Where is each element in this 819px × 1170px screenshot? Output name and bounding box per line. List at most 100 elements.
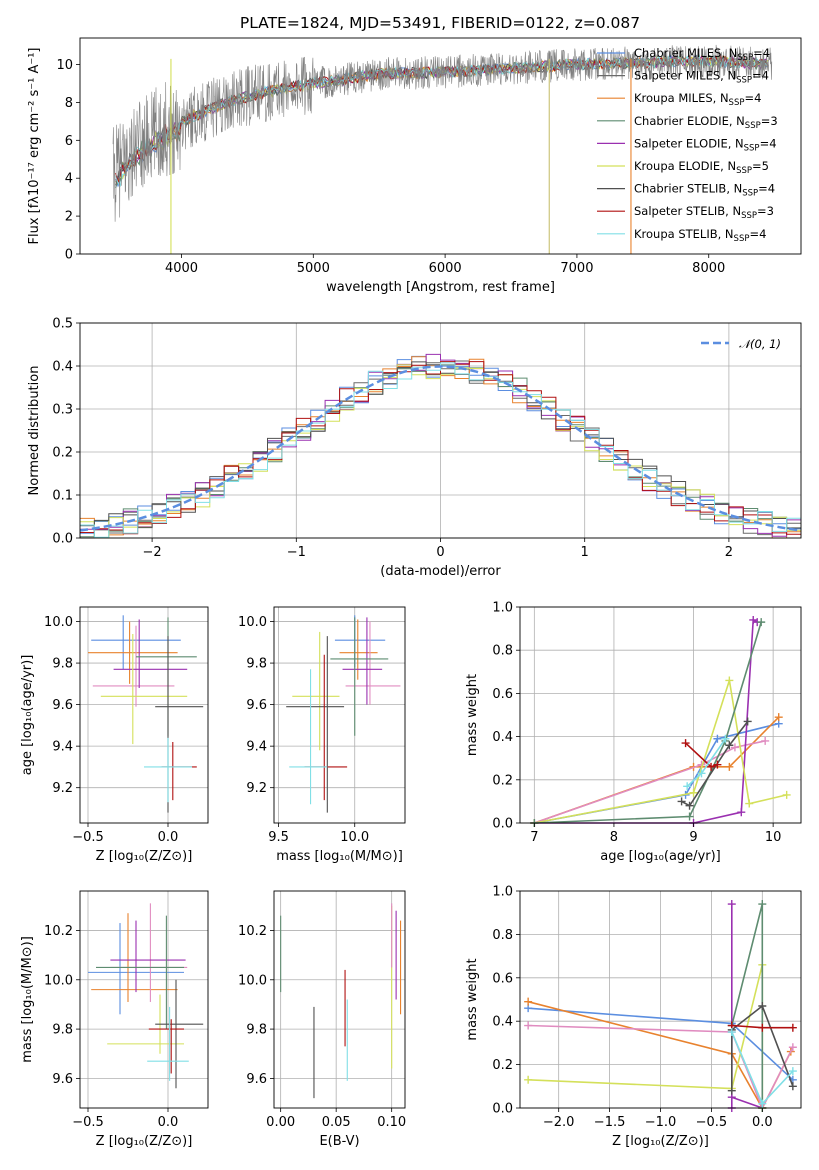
age-vs-mass-ytick-label: 9.6 <box>246 698 267 713</box>
massweight-vs-age-axes-frame <box>519 606 802 824</box>
age-vs-Z-ytick-label: 10.0 <box>44 615 73 630</box>
massweight-vs-Z-ylabel: mass weight <box>465 958 480 1040</box>
massweight-vs-age-xtick-label: 10 <box>765 830 782 845</box>
massweight-vs-Z-series-line-2 <box>528 1024 794 1110</box>
age-vs-Z-ytick-label: 9.4 <box>52 740 73 755</box>
residuals-xlabel: (data-model)/error <box>380 564 501 579</box>
spectrum-axes-frame <box>79 37 802 255</box>
age-vs-Z-ytick-label: 9.2 <box>52 781 73 796</box>
massweight-vs-Z-series-marker-7 <box>758 1023 767 1032</box>
mass-vs-Z-ytick-label: 9.6 <box>52 1072 73 1087</box>
age-vs-Z-xtick-label: 0.0 <box>158 830 179 845</box>
massweight-vs-age-ytick-label: 0.0 <box>492 817 513 832</box>
mass-vs-Z-xtick-label: −0.5 <box>72 1115 104 1130</box>
massweight-vs-Z-series-line-3 <box>731 904 763 1109</box>
massweight-vs-Z-series-line-6 <box>731 1004 794 1091</box>
mass-vs-Z-xtick-label: 0.0 <box>158 1115 179 1130</box>
mass-vs-Z-ylabel: mass [log₁₀(M/M⊙)] <box>20 936 35 1063</box>
residuals-ytick-label: 0.0 <box>52 532 73 547</box>
spectrum-xtick-label: 4000 <box>165 261 198 276</box>
spectrum-data-line <box>112 44 773 222</box>
mass-vs-ebv-ytick-label: 9.8 <box>246 1023 267 1038</box>
massweight-vs-Z-xtick-label: −0.5 <box>696 1115 728 1130</box>
massweight-vs-Z-xtick-label: 0.0 <box>752 1115 773 1130</box>
massweight-vs-age-series-marker-3 <box>737 808 746 817</box>
massweight-vs-age-series-marker-8 <box>683 782 692 791</box>
massweight-vs-Z-ytick-label: 0.0 <box>492 1102 513 1117</box>
age-vs-mass-axes-frame <box>273 606 406 824</box>
spectrum-legend-label-4: Salpeter ELODIE, NSSP=4 <box>634 136 777 153</box>
massweight-vs-age-ytick-label: 0.8 <box>492 644 513 659</box>
massweight-vs-Z-series-marker-5 <box>758 900 767 909</box>
spectrum-ylabel: Flux [fλ10⁻¹⁷ erg cm⁻² s⁻¹ A⁻¹] <box>27 48 42 245</box>
gaussian-legend-label: 𝒩(0, 1) <box>739 337 781 351</box>
massweight-vs-Z-ytick-label: 1.0 <box>492 885 513 900</box>
age-vs-mass-xtick-label: 10.0 <box>340 830 369 845</box>
massweight-vs-age-ytick-label: 0.4 <box>492 730 513 745</box>
massweight-vs-age-series-marker-2 <box>730 743 739 752</box>
spectrum-ytick-label: 0 <box>65 248 73 263</box>
massweight-vs-Z-series-marker-7 <box>788 1023 797 1032</box>
massweight-vs-age-series-marker-7 <box>707 762 716 771</box>
spectrum-xlabel: wavelength [Angstrom, rest frame] <box>326 280 555 295</box>
spectrum-legend-label-3: Chabrier ELODIE, NSSP=3 <box>634 114 778 131</box>
massweight-vs-Z-series-marker-6 <box>727 1086 736 1095</box>
massweight-vs-age-series-marker-4 <box>745 799 754 808</box>
spectrum-legend-label-0: Chabrier MILES, NSSP=4 <box>634 46 770 63</box>
residuals-xtick-label: −1 <box>287 545 306 560</box>
mass-vs-Z-ytick-label: 10.0 <box>44 973 73 988</box>
massweight-vs-Z-series-marker-3 <box>727 900 736 909</box>
massweight-vs-age-series-marker-6 <box>685 801 694 810</box>
massweight-vs-age-series-marker-8 <box>697 769 706 778</box>
frame-layer <box>76 37 802 1112</box>
massweight-vs-age-series-line-6 <box>681 721 749 807</box>
spectrum-ytick-label: 4 <box>65 172 73 187</box>
age-vs-mass-ytick-label: 9.4 <box>246 740 267 755</box>
residuals-xtick-label: 0 <box>436 545 444 560</box>
age-vs-Z-axes-frame <box>79 606 209 824</box>
mass-vs-Z-xlabel: Z [log₁₀(Z/Z⊙)] <box>96 1134 193 1149</box>
mass-vs-ebv-xtick-label: 0.00 <box>266 1115 295 1130</box>
spectrum-ytick-label: 10 <box>56 58 73 73</box>
age-vs-Z-ytick-label: 9.8 <box>52 657 73 672</box>
mass-vs-ebv-ytick-label: 10.2 <box>238 924 267 939</box>
spectrum-ytick-label: 8 <box>65 96 73 111</box>
residuals-ytick-label: 0.3 <box>52 403 73 418</box>
spectrum-legend-label-1: Salpeter MILES, NSSP=4 <box>634 69 769 86</box>
massweight-vs-age-series-marker-4 <box>725 676 734 685</box>
mass-vs-ebv-xlabel: E(B-V) <box>319 1134 359 1149</box>
spectrum-ytick-label: 6 <box>65 134 73 149</box>
mass-vs-ebv-xtick-label: 0.05 <box>322 1115 351 1130</box>
massweight-vs-Z-ytick-label: 0.8 <box>492 928 513 943</box>
massweight-vs-age-series-marker-7 <box>681 739 690 748</box>
age-vs-Z-ytick-label: 9.6 <box>52 698 73 713</box>
massweight-vs-Z-series-marker-6 <box>758 1002 767 1011</box>
residuals-ytick-label: 0.4 <box>52 360 73 375</box>
mass-vs-ebv-ytick-label: 10.0 <box>238 973 267 988</box>
massweight-vs-age-ytick-label: 1.0 <box>492 601 513 616</box>
massweight-vs-age-series-marker-4 <box>689 788 698 797</box>
residuals-xtick-label: 2 <box>725 545 733 560</box>
spectrum-ytick-label: 2 <box>65 210 73 225</box>
massweight-vs-age-ytick-label: 0.6 <box>492 687 513 702</box>
spectrum-legend-label-2: Kroupa MILES, NSSP=4 <box>634 91 761 108</box>
residual-histogram-5 <box>80 364 801 539</box>
massweight-vs-age-series-marker-6 <box>677 797 686 806</box>
age-vs-mass-xlabel: mass [log₁₀(M/M⊙)] <box>276 849 403 864</box>
massweight-vs-age-xlabel: age [log₁₀(age/yr)] <box>600 849 721 864</box>
massweight-vs-age-series-marker-0 <box>713 734 722 743</box>
spectrum-xtick-label: 6000 <box>429 261 462 276</box>
mass-vs-ebv-xtick-label: 0.10 <box>377 1115 406 1130</box>
residuals-ytick-label: 0.5 <box>52 317 73 332</box>
spectrum-legend-label-5: Kroupa ELODIE, NSSP=5 <box>634 159 769 176</box>
age-vs-Z-ylabel: age [log₁₀(age/yr)] <box>20 655 35 776</box>
figure-title: PLATE=1824, MJD=53491, FIBERID=0122, z=0… <box>240 14 640 32</box>
age-vs-Z-xlabel: Z [log₁₀(Z/Z⊙)] <box>96 849 193 864</box>
massweight-vs-age-series-marker-5 <box>757 618 766 627</box>
massweight-vs-age-xtick-label: 9 <box>689 830 697 845</box>
residuals-ylabel: Normed distribution <box>27 366 42 496</box>
massweight-vs-age-series-marker-2 <box>761 736 770 745</box>
residuals-xtick-label: 1 <box>581 545 589 560</box>
